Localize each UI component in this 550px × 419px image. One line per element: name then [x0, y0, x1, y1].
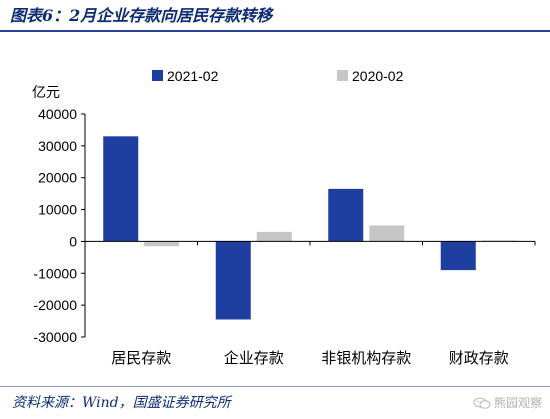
- category-label: 非银机构存款: [321, 349, 411, 367]
- y-tick-label: 40000: [38, 106, 77, 122]
- y-tick-label: 10000: [38, 202, 77, 218]
- title-divider: [0, 30, 550, 32]
- y-tick-label: 20000: [38, 170, 77, 186]
- bar-series-2020: [256, 231, 292, 242]
- legend-label: 2020-02: [352, 68, 404, 84]
- y-tick-label: -20000: [33, 297, 77, 313]
- wechat-icon: [473, 397, 491, 409]
- bar-series-2020: [144, 241, 180, 247]
- y-unit-label: 亿元: [32, 85, 60, 101]
- y-tick-label: -30000: [33, 329, 77, 345]
- y-tick-label: -10000: [33, 265, 77, 281]
- category-label: 企业存款: [224, 349, 284, 367]
- bar-series-2020: [369, 225, 405, 242]
- category-label: 财政存款: [449, 349, 509, 367]
- category-label: 居民存款: [111, 349, 171, 367]
- watermark: 熊园观察: [473, 394, 542, 411]
- source-note: 资料来源：Wind，国盛证券研究所: [12, 395, 231, 411]
- bar-series-2021: [103, 136, 139, 242]
- source-divider: [0, 386, 550, 387]
- y-tick-label: 0: [69, 233, 77, 249]
- figure-title: 图表6：2月企业存款向居民存款转移: [10, 6, 273, 25]
- bar-series-2021: [215, 241, 251, 320]
- bar-series-2021: [440, 241, 476, 271]
- y-tick-label: 30000: [38, 138, 77, 154]
- legend-swatch: [152, 70, 163, 81]
- watermark-text: 熊园观察: [493, 396, 542, 410]
- legend-swatch: [337, 70, 348, 81]
- bar-series-2021: [328, 188, 364, 242]
- legend-label: 2021-02: [167, 68, 219, 84]
